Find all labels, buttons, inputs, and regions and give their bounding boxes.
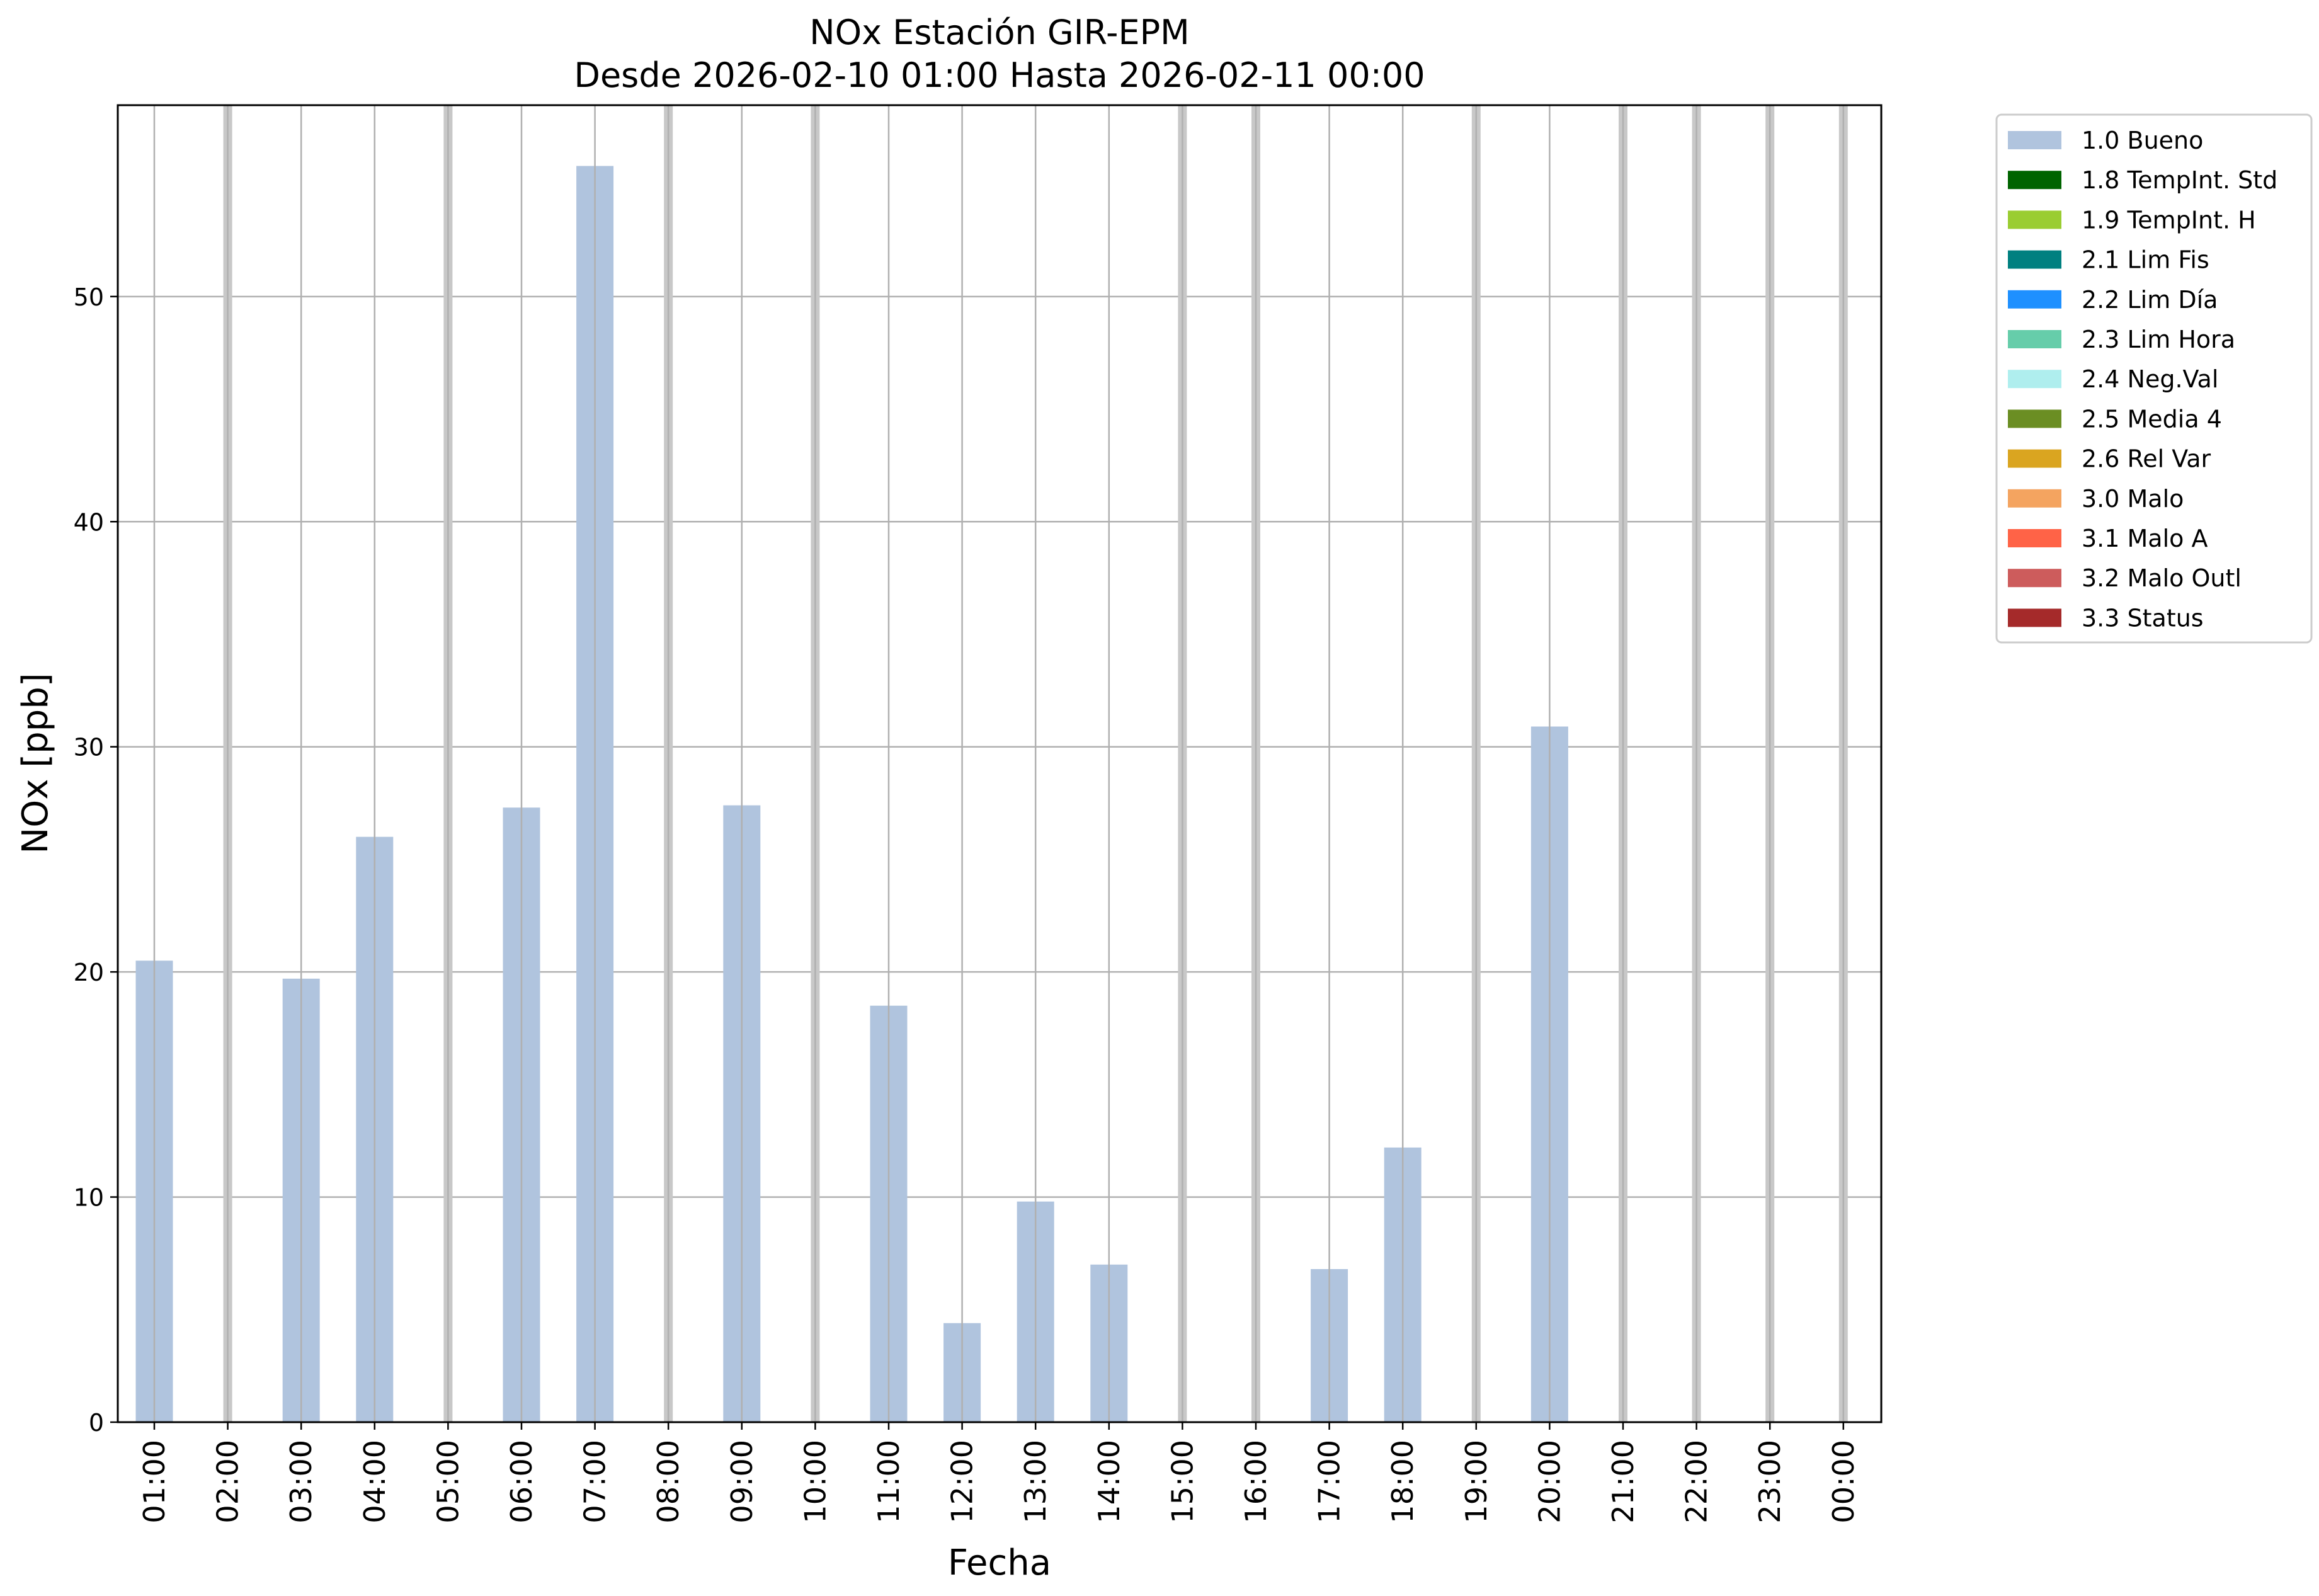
legend-label: 2.3 Lim Hora: [2082, 326, 2235, 353]
y-axis-label: NOx [ppb]: [15, 673, 56, 853]
legend-swatch: [2008, 171, 2061, 190]
legend-label: 3.1 Malo A: [2082, 525, 2208, 552]
x-tick-label: 08:00: [651, 1440, 685, 1524]
x-tick-label: 16:00: [1239, 1440, 1273, 1524]
x-tick-label: 17:00: [1313, 1440, 1347, 1524]
x-axis-label: Fecha: [948, 1542, 1051, 1583]
legend-swatch: [2008, 370, 2061, 389]
x-tick-label: 23:00: [1753, 1440, 1787, 1524]
legend-swatch: [2008, 409, 2061, 428]
y-tick-label: 0: [89, 1409, 104, 1437]
x-tick-label: 21:00: [1606, 1440, 1640, 1524]
y-tick-label: 20: [74, 959, 104, 986]
y-tick-label: 40: [74, 508, 104, 536]
x-tick-label: 06:00: [504, 1440, 538, 1524]
x-tick-label: 22:00: [1680, 1440, 1714, 1524]
legend-label: 3.0 Malo: [2082, 485, 2184, 513]
legend-label: 3.3 Status: [2082, 604, 2204, 632]
chart-subtitle: Desde 2026-02-10 01:00 Hasta 2026-02-11 …: [574, 55, 1425, 95]
plot-area: [117, 104, 1883, 1423]
legend-swatch: [2008, 330, 2061, 348]
x-tick-label: 13:00: [1018, 1440, 1052, 1524]
legend-label: 2.1 Lim Fis: [2082, 246, 2209, 274]
vertical-gridlines: [153, 105, 1845, 1422]
legend-frame: [1995, 113, 2313, 644]
legend-swatch: [2008, 210, 2061, 229]
x-tick-label: 15:00: [1165, 1440, 1199, 1524]
x-tick-label: 03:00: [284, 1440, 318, 1524]
legend-swatch: [2008, 489, 2061, 508]
legend-label: 2.4 Neg.Val: [2082, 365, 2218, 393]
x-tick-label: 18:00: [1386, 1440, 1420, 1524]
x-tick-label: 02:00: [211, 1440, 245, 1524]
legend-label: 1.8 TempInt. Std: [2082, 166, 2277, 194]
x-tick-label: 05:00: [431, 1440, 465, 1524]
x-tick-label: 14:00: [1092, 1440, 1126, 1524]
y-tick-label: 30: [74, 734, 104, 761]
x-tick-label: 07:00: [578, 1440, 612, 1524]
legend-swatch: [2008, 131, 2061, 149]
legend-label: 1.0 Bueno: [2082, 127, 2203, 154]
legend-swatch: [2008, 569, 2061, 588]
x-tick-label: 00:00: [1826, 1440, 1860, 1524]
legend-swatch: [2008, 250, 2061, 269]
legend-label: 1.9 TempInt. H: [2082, 206, 2256, 234]
legend-swatch: [2008, 290, 2061, 309]
legend-swatch: [2008, 449, 2061, 468]
y-axis-ticks: 0 10 20 30 40 50: [74, 283, 118, 1437]
x-tick-label: 20:00: [1532, 1440, 1566, 1524]
x-tick-label: 01:00: [137, 1440, 171, 1524]
x-axis-ticks: 01:00 02:00 03:00 04:00 05:00 06:00 07:00 08:00…: [137, 1422, 1860, 1524]
bars: [135, 166, 1568, 1422]
y-tick-label: 10: [74, 1184, 104, 1212]
x-tick-label: 11:00: [872, 1440, 906, 1524]
legend-label: 3.2 Malo Outl: [2082, 564, 2242, 592]
legend-swatch: [2008, 608, 2061, 627]
x-tick-label: 19:00: [1459, 1440, 1493, 1524]
legend-swatch: [2008, 529, 2061, 547]
y-tick-label: 50: [74, 283, 104, 311]
x-tick-label: 12:00: [945, 1440, 979, 1524]
legend-label: 2.6 Rel Var: [2082, 445, 2211, 473]
chart-title: NOx Estación GIR-EPM: [809, 13, 1190, 52]
x-tick-label: 09:00: [725, 1440, 759, 1524]
x-tick-label: 04:00: [358, 1440, 392, 1524]
legend: 1.0 Bueno 1.8 TempInt. Std 1.9 TempInt. H 2…: [1995, 113, 2313, 644]
legend-label: 2.2 Lim Día: [2082, 286, 2218, 314]
x-tick-label: 10:00: [798, 1440, 832, 1524]
legend-label: 2.5 Media 4: [2082, 405, 2222, 433]
